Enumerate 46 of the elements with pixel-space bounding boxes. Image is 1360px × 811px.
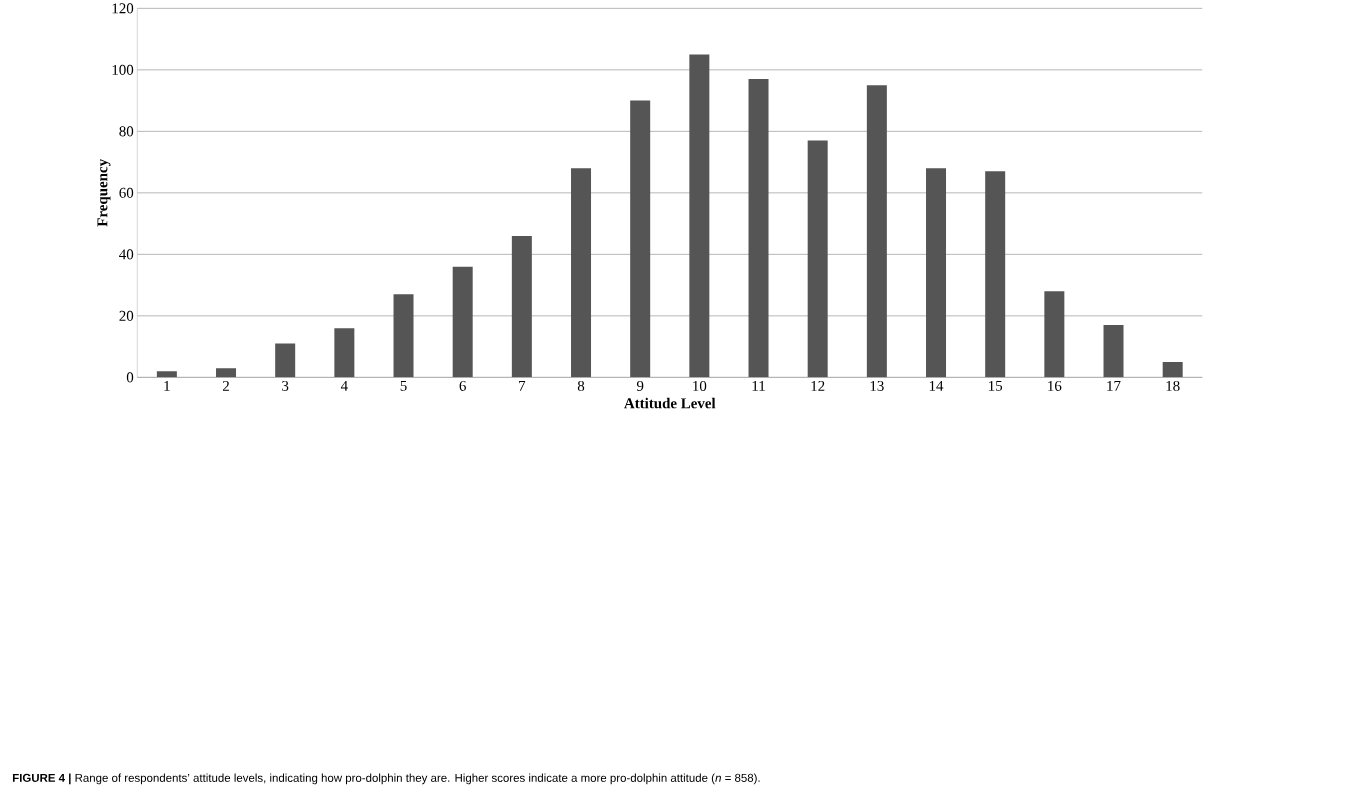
y-tick-label: 40: [119, 249, 134, 260]
y-axis-title: Frequency: [97, 159, 111, 227]
x-tick-label: 4: [340, 380, 348, 391]
x-tick-label: 7: [519, 380, 526, 391]
x-tick-label: 6: [459, 380, 466, 391]
x-tick-label: 1: [164, 380, 170, 391]
x-tick-label: 14: [929, 380, 944, 391]
x-tick-label: 8: [577, 380, 585, 391]
bar: [1162, 362, 1183, 378]
x-tick-label: 2: [222, 380, 229, 391]
x-tick-label: 11: [752, 380, 765, 391]
x-axis-title: Attitude Level: [624, 397, 716, 409]
x-tick-label: 17: [1107, 380, 1121, 391]
x-tick-label: 5: [400, 380, 407, 391]
x-tick-label: 10: [693, 380, 707, 391]
x-tick-label: 12: [811, 380, 825, 391]
bar: [275, 343, 296, 378]
bar: [156, 371, 177, 378]
bar: [630, 100, 651, 378]
x-tick-label: 18: [1166, 380, 1180, 391]
bar: [866, 85, 887, 378]
x-tick-label: 16: [1048, 380, 1062, 391]
y-tick-label: 100: [112, 64, 134, 75]
bar: [1044, 291, 1065, 378]
y-tick-label: 80: [119, 126, 134, 137]
x-tick-label: 9: [636, 380, 644, 391]
y-tick-label: 120: [112, 3, 134, 14]
x-tick-label: 13: [870, 380, 884, 391]
bar: [689, 54, 710, 378]
bar: [393, 294, 414, 378]
text: FIGURE 4 | Range of respondents’ attitude levels, indicating how pro-dolphin they are. Higher scores indicate a more pro-dolphin attitude (n = 858).: [12, 773, 760, 785]
bar: [452, 266, 473, 378]
bar: [748, 79, 769, 378]
bar: [926, 168, 947, 378]
bar: [807, 140, 828, 378]
y-tick-label: 60: [119, 187, 134, 198]
bar: [216, 368, 237, 378]
y-tick-label: 0: [126, 372, 134, 383]
x-tick-label: 15: [989, 380, 1003, 391]
bar: [334, 328, 355, 378]
x-tick-label: 3: [282, 380, 289, 391]
y-tick-label: 20: [119, 310, 134, 321]
bar: [985, 171, 1006, 378]
bar: [511, 235, 532, 378]
bar: [1103, 325, 1124, 378]
bar: [571, 168, 592, 378]
